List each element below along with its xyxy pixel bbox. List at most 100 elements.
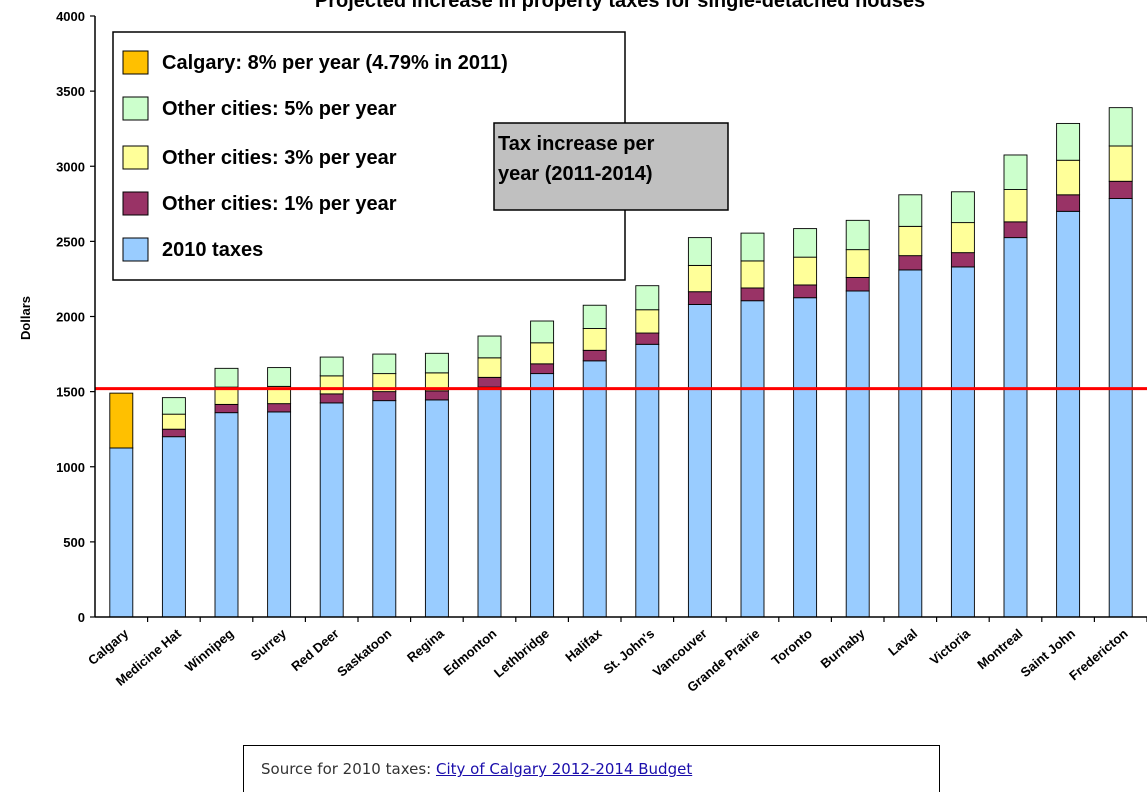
source-link[interactable]: City of Calgary 2012-2014 Budget — [435, 760, 693, 778]
bar-increase-1pct — [950, 252, 975, 268]
x-category-label: Regina — [404, 625, 447, 665]
bar-increase-1pct — [687, 291, 712, 305]
bar-calgary-increase — [109, 392, 134, 449]
bar-group — [424, 352, 449, 618]
bar-increase-5pct — [898, 194, 923, 227]
y-tick-label: 1000 — [56, 460, 85, 475]
legend-swatch — [122, 96, 149, 121]
bar-group — [109, 392, 134, 618]
bar-increase-5pct — [477, 335, 502, 359]
bar-increase-5pct — [635, 285, 660, 311]
bar-increase-3pct — [319, 375, 344, 395]
legend-swatch — [122, 191, 149, 216]
x-category-label: Fredericton — [1066, 626, 1130, 683]
bar-increase-5pct — [1108, 107, 1133, 147]
x-category-label: Lethbridge — [491, 626, 552, 681]
bar-increase-3pct — [1003, 189, 1028, 223]
bar-increase-1pct — [372, 391, 397, 402]
bar-increase-5pct — [372, 353, 397, 375]
bar-increase-5pct — [161, 397, 186, 415]
bar-increase-5pct — [687, 237, 712, 266]
bar-increase-3pct — [635, 309, 660, 334]
y-tick-label: 500 — [63, 535, 85, 550]
x-category-label: Toronto — [769, 626, 816, 668]
bar-2010-taxes — [582, 360, 607, 618]
bar-group — [635, 285, 660, 618]
y-tick-label: 2000 — [56, 310, 85, 325]
y-tick-label: 4000 — [56, 9, 85, 24]
bar-2010-taxes — [635, 343, 660, 618]
y-axis-title: Dollars — [18, 296, 33, 340]
bar-2010-taxes — [424, 399, 449, 618]
x-category-label: Victoria — [927, 625, 974, 667]
bar-2010-taxes — [1056, 210, 1081, 618]
bar-increase-1pct — [582, 349, 607, 362]
bar-2010-taxes — [898, 269, 923, 618]
bar-group — [319, 356, 344, 618]
bar-2010-taxes — [477, 386, 502, 618]
bar-increase-3pct — [898, 225, 923, 257]
bar-group — [950, 191, 975, 618]
bar-increase-5pct — [530, 320, 555, 344]
x-category-label: Laval — [885, 626, 920, 659]
bar-increase-1pct — [161, 428, 186, 438]
legend-swatch — [122, 145, 149, 170]
y-tick-label: 3500 — [56, 84, 85, 99]
x-category-label: St. John's — [600, 626, 657, 677]
bar-2010-taxes — [740, 300, 765, 618]
bar-group — [582, 304, 607, 618]
bar-group — [793, 228, 818, 618]
legend-entry: 2010 taxes — [162, 239, 263, 261]
bar-increase-1pct — [845, 276, 870, 292]
bar-increase-1pct — [898, 255, 923, 271]
bar-increase-3pct — [530, 342, 555, 365]
legend-entry: Other cities: 3% per year — [162, 147, 397, 169]
bar-2010-taxes — [950, 266, 975, 618]
bar-increase-5pct — [319, 356, 344, 377]
bar-group — [687, 237, 712, 618]
bar-increase-1pct — [214, 403, 239, 414]
legend: Calgary: 8% per year (4.79% in 2011) Othe… — [112, 31, 626, 281]
bar-group — [372, 353, 397, 618]
bar-increase-1pct — [635, 332, 660, 345]
bar-group — [898, 194, 923, 618]
source-note: Source for 2010 taxes: City of Calgary 2… — [243, 745, 940, 792]
y-tick-label: 2500 — [56, 234, 85, 249]
bar-2010-taxes — [109, 447, 134, 618]
bar-group — [740, 232, 765, 618]
bar-increase-1pct — [319, 393, 344, 404]
bar-increase-3pct — [477, 357, 502, 378]
bar-increase-5pct — [1003, 154, 1028, 190]
bar-increase-3pct — [740, 260, 765, 289]
y-tick-label: 0 — [78, 610, 85, 625]
bar-increase-5pct — [950, 191, 975, 224]
bar-group — [477, 335, 502, 618]
bar-increase-5pct — [267, 367, 292, 387]
x-category-label: Winnipeg — [182, 626, 236, 675]
bar-increase-5pct — [845, 219, 870, 251]
bar-increase-5pct — [793, 228, 818, 258]
bar-increase-1pct — [424, 390, 449, 401]
bar-group — [214, 367, 239, 618]
bar-increase-3pct — [687, 264, 712, 293]
bars-layer — [95, 107, 1147, 618]
x-category-label: Red Deer — [288, 626, 341, 674]
bar-2010-taxes — [267, 411, 292, 618]
bar-increase-3pct — [950, 222, 975, 254]
bar-increase-1pct — [267, 403, 292, 413]
x-category-label: Burnaby — [818, 625, 869, 671]
bar-2010-taxes — [687, 304, 712, 618]
bar-group — [267, 367, 292, 618]
bar-2010-taxes — [372, 400, 397, 618]
bar-2010-taxes — [530, 373, 555, 618]
bar-group — [1108, 107, 1133, 618]
bar-group — [161, 397, 186, 618]
y-tick-label: 1500 — [56, 385, 85, 400]
bar-increase-5pct — [582, 304, 607, 329]
bar-increase-1pct — [1056, 194, 1081, 212]
bar-increase-1pct — [477, 376, 502, 388]
bar-increase-3pct — [793, 256, 818, 286]
bar-increase-3pct — [845, 249, 870, 278]
bar-increase-3pct — [1056, 159, 1081, 196]
